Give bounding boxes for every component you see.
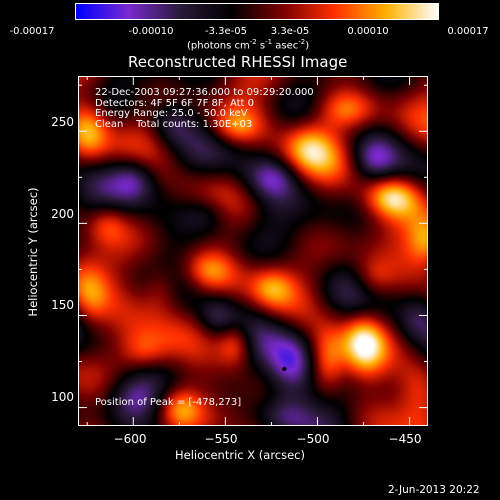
colorbar-tick-label: -0.00017	[9, 26, 55, 37]
annotation-time: 22-Dec-2003 09:27:36.000 to 09:29:20.000	[95, 87, 314, 98]
x-tick-label: −550	[204, 432, 238, 446]
annotation-clean: Clean Total counts: 1.30E+03	[95, 118, 253, 130]
heatmap-image	[79, 77, 428, 426]
chart-title: Reconstructed RHESSI Image	[128, 53, 348, 71]
footer-date: 2-Jun-2013 20:22	[388, 484, 480, 496]
x-tick-label: −450	[388, 432, 422, 446]
y-tick-label: 250	[51, 115, 74, 129]
plot-frame	[78, 76, 428, 426]
colorbar-tick-label: 0.00017	[447, 26, 489, 37]
colorbar-tick-label: 0.00010	[347, 26, 389, 37]
colorbar	[75, 3, 439, 20]
colorbar-tick-label: 3.3e-05	[270, 26, 310, 37]
y-tick-label: 150	[51, 298, 74, 312]
x-tick-label: −600	[113, 432, 147, 446]
colorbar-units: (photons cm-2 s-1 asec-2)	[187, 38, 310, 52]
annotation-block: 22-Dec-2003 09:27:36.000 to 09:29:20.000…	[95, 87, 314, 130]
x-axis-label: Heliocentric X (arcsec)	[175, 448, 305, 462]
x-tick-label: −500	[296, 432, 330, 446]
y-tick-label: 200	[51, 207, 74, 221]
y-tick-label: 100	[51, 390, 74, 404]
annotation-energy: Energy Range: 25.0 - 50.0 keV	[95, 108, 248, 119]
source-marker	[282, 366, 287, 372]
colorbar-tick-label: -0.00010	[128, 26, 174, 37]
annotation-peak: Position of Peak = [-478,273]	[95, 397, 242, 408]
y-axis-label: Heliocentric Y (arcsec)	[26, 187, 40, 317]
annotation-detectors: Detectors: 4F 5F 6F 7F 8F, Att 0	[95, 97, 255, 109]
colorbar-tick-label: -3.3e-05	[205, 26, 247, 37]
